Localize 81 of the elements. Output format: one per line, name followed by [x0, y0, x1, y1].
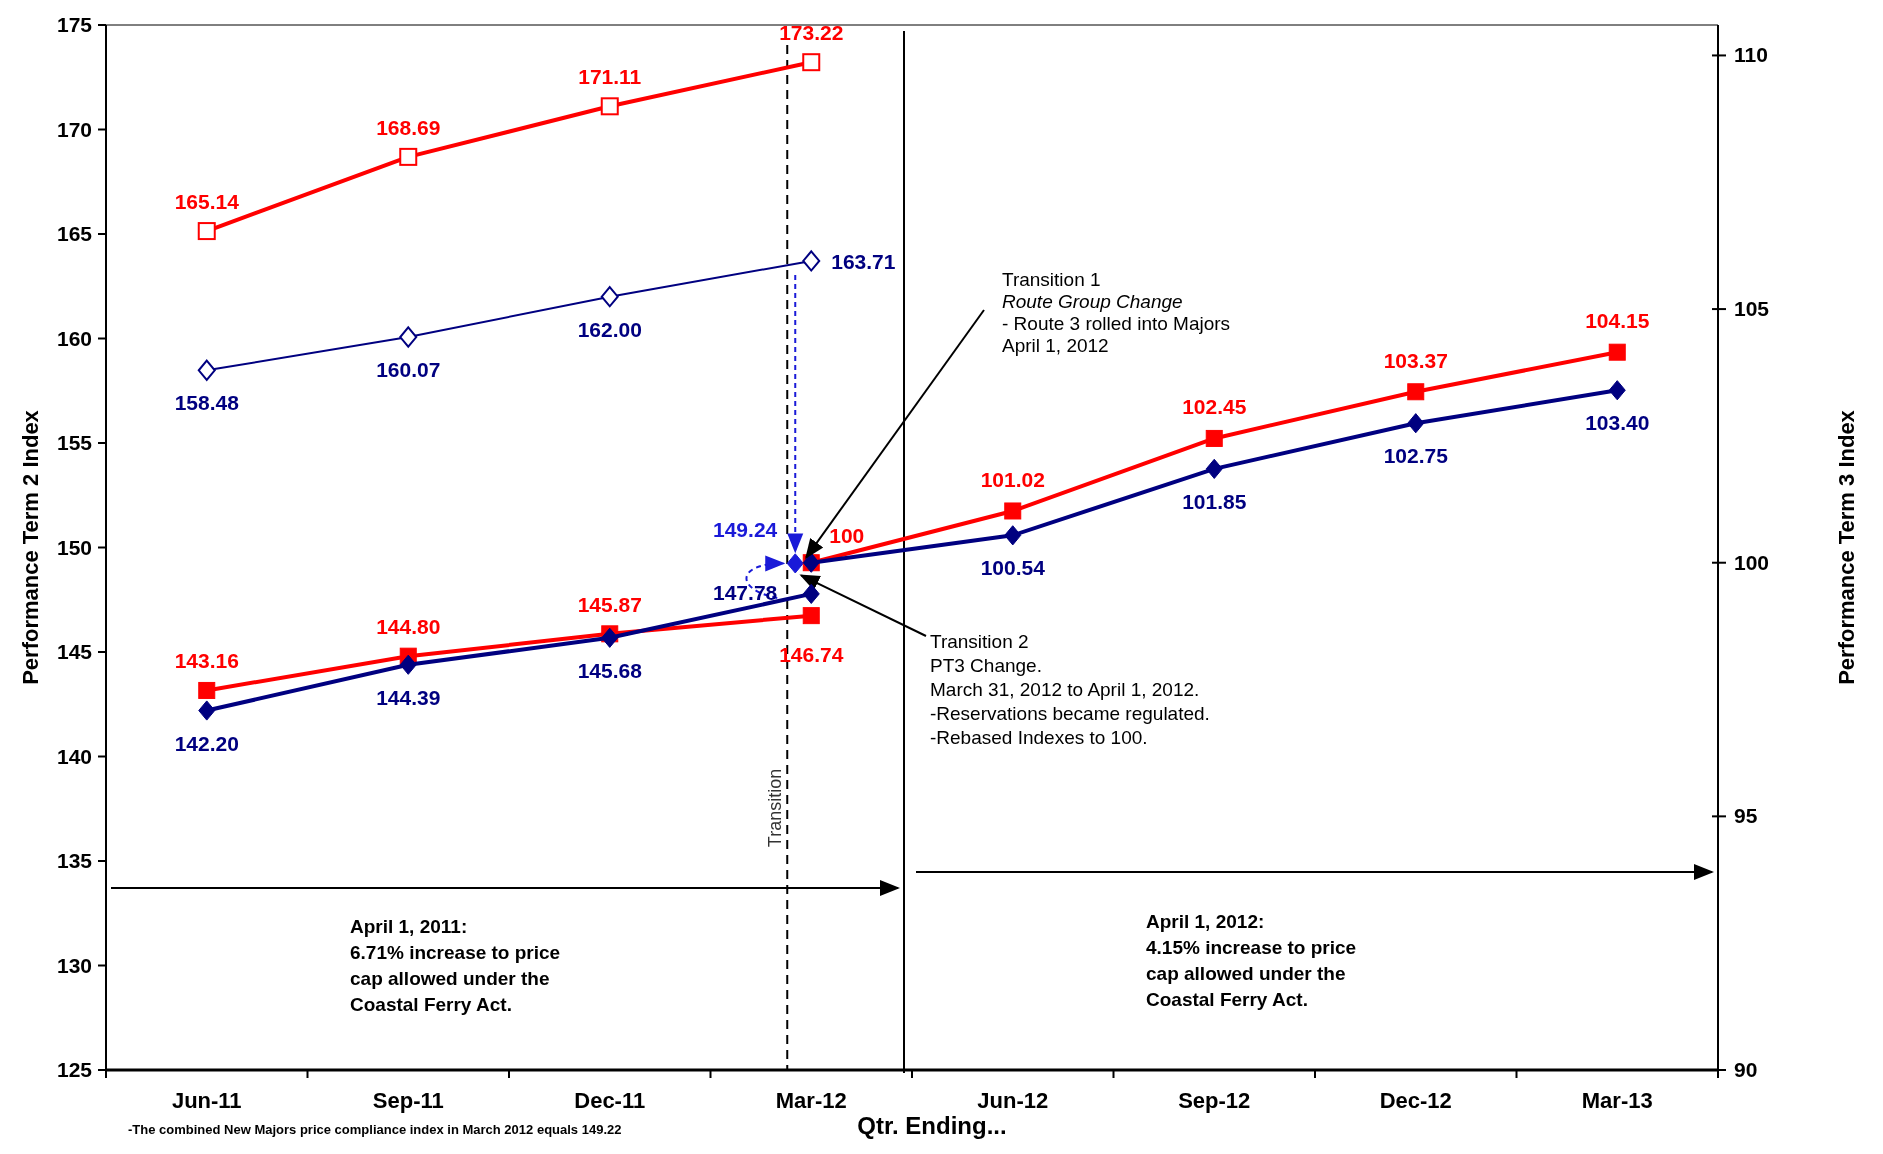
point: [802, 607, 820, 625]
data-label: 103.40: [1585, 411, 1650, 435]
point: [1407, 383, 1425, 401]
point: [198, 700, 216, 721]
x-tick-label: Mar-13: [1581, 1088, 1653, 1113]
x-tick-label: Dec-11: [574, 1088, 646, 1113]
data-label: 101.02: [980, 467, 1045, 491]
annotation: April 1, 2011: 6.71% increase to price cap allowed under the Coastal Ferry Act.: [350, 916, 561, 1015]
data-label: 165.14: [174, 190, 240, 214]
x-tick-label: Jun-12: [977, 1088, 1049, 1113]
data-label: 102.75: [1383, 444, 1449, 468]
data-label: 162.00: [577, 317, 642, 341]
data-label: 143.16: [174, 649, 239, 673]
point: [802, 250, 821, 272]
text: -The combined New Majors price compliance index in March 2012 equals 149.22: [128, 1122, 622, 1137]
y-tick-label: 165: [56, 222, 93, 245]
data-label: 149.24: [713, 518, 778, 542]
annotation: Transition 1 Route Group Change - Route 3 rolled into Majors April 1, 2012: [1002, 269, 1231, 356]
y2-tick-label: 100: [1734, 550, 1770, 574]
point: [399, 654, 417, 675]
y2-axis-title: Performance Term 3 Index: [1834, 409, 1859, 685]
point: [197, 222, 216, 241]
y-tick-label: 130: [56, 953, 92, 977]
data-label: 144.80: [376, 615, 441, 639]
y-tick-label: 175: [56, 13, 93, 36]
data-label: 145.68: [577, 658, 643, 682]
x-tick-label: Dec-12: [1379, 1088, 1452, 1113]
x-tick-label: Mar-12: [775, 1088, 847, 1113]
y-tick-label: 150: [56, 535, 92, 559]
point: [399, 147, 418, 166]
data-label: 160.07: [376, 358, 441, 382]
y-tick-label: 160: [56, 326, 92, 350]
y2-tick-label: 110: [1734, 43, 1768, 67]
data-label: 171.11: [578, 65, 642, 89]
point: [1608, 380, 1626, 401]
data-label: 145.87: [577, 592, 642, 616]
point: [600, 286, 619, 308]
data-label: 147.78: [713, 580, 778, 604]
x-tick-label: Jun-11: [171, 1088, 242, 1113]
y-tick-label: 170: [56, 117, 92, 141]
data-label: 144.39: [376, 685, 441, 709]
annotation: Transition 2 PT3 Change. March 31, 2012 to April 1, 2012. -Reservations became regulated. -Rebased Indexes to 100.: [930, 631, 1210, 748]
y-tick-label: 135: [56, 849, 93, 872]
data-label: 163.71: [831, 249, 896, 273]
data-label: 100: [829, 523, 865, 547]
point: [1608, 343, 1626, 361]
y2-tick-label: 105: [1734, 297, 1770, 321]
y-axis-title: Performance Term 2 Index: [18, 409, 43, 685]
point: [601, 627, 619, 648]
point: [1407, 413, 1425, 434]
y-tick-label: 145: [56, 640, 93, 663]
data-label: 168.69: [376, 115, 441, 139]
point: [197, 359, 216, 381]
point: [399, 326, 418, 348]
data-label: 142.20: [174, 731, 239, 755]
y-tick-label: 125: [56, 1058, 93, 1081]
point: [1205, 429, 1223, 447]
y-tick-label: 155: [56, 431, 93, 454]
y2-tick-label: 95: [1734, 804, 1758, 828]
data-label: 101.85: [1182, 489, 1247, 513]
point: [1004, 525, 1022, 546]
y-tick-label: 140: [56, 744, 92, 768]
data-label: 146.74: [779, 642, 844, 666]
point: [802, 53, 821, 72]
ref-line-label: Transition: [765, 768, 786, 848]
y2-tick-label: 90: [1734, 1058, 1758, 1081]
x-tick-label: Sep-12: [1178, 1088, 1251, 1113]
x-tick-label: Sep-11: [372, 1088, 444, 1113]
point: [802, 583, 820, 604]
data-label: 158.48: [174, 391, 240, 415]
data-label: 100.54: [980, 556, 1046, 580]
point: [600, 97, 619, 116]
point: [198, 681, 216, 699]
data-label: 104.15: [1585, 309, 1650, 333]
data-label: 173.22: [779, 21, 844, 45]
annotation: April 1, 2012: 4.15% increase to price cap allowed under the Coastal Ferry Act.: [1146, 911, 1357, 1010]
data-label: 103.37: [1383, 348, 1448, 372]
data-label: 102.45: [1182, 395, 1247, 419]
x-axis-title: Qtr. Ending...: [857, 1112, 1007, 1139]
point: [1205, 458, 1223, 479]
point: [1004, 502, 1022, 520]
